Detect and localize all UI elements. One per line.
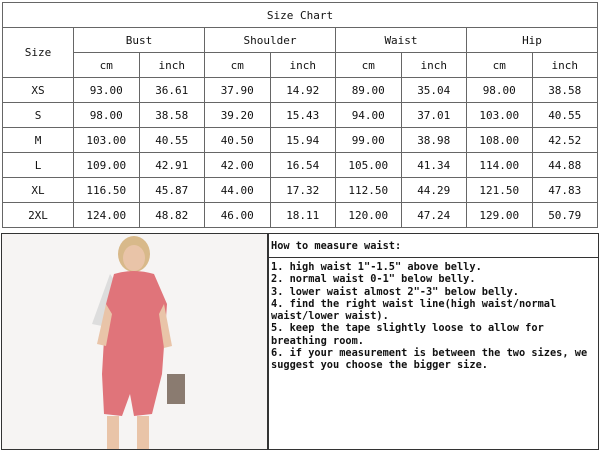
- value-cell: 129.00: [466, 202, 533, 228]
- table-row: 2XL 124.00 48.82 46.00 18.11 120.00 47.24 129.0…: [2, 202, 598, 228]
- value-cell: 98.00: [73, 102, 140, 128]
- measure-step: 6. if your measurement is between the tw…: [271, 347, 588, 372]
- measure-step: 3. lower waist almost 2"-3" below belly.: [271, 285, 519, 298]
- value-cell: 40.50: [204, 127, 271, 153]
- value-cell: 18.11: [269, 202, 336, 228]
- value-cell: 44.29: [400, 177, 467, 203]
- value-cell: 15.94: [269, 127, 336, 153]
- value-cell: 99.00: [335, 127, 402, 153]
- value-cell: 116.50: [73, 177, 140, 203]
- size-cell: XS: [2, 77, 74, 103]
- value-cell: 44.88: [531, 152, 598, 178]
- model-photo: [1, 233, 268, 450]
- value-cell: 42.91: [138, 152, 205, 178]
- value-cell: 37.90: [204, 77, 271, 103]
- unit-header: cm: [335, 52, 402, 78]
- value-cell: 120.00: [335, 202, 402, 228]
- unit-header: inch: [269, 52, 336, 78]
- measure-step: 1. high waist 1"-1.5" above belly.: [271, 261, 482, 273]
- size-cell: XL: [2, 177, 74, 203]
- value-cell: 114.00: [466, 152, 533, 178]
- value-cell: 50.79: [531, 202, 598, 228]
- value-cell: 93.00: [73, 77, 140, 103]
- measure-step: 2. normal waist 0-1" below belly.: [271, 273, 476, 286]
- unit-header: cm: [466, 52, 533, 78]
- value-cell: 47.24: [400, 202, 467, 228]
- value-cell: 40.55: [138, 127, 205, 153]
- value-cell: 105.00: [335, 152, 402, 178]
- value-cell: 42.00: [204, 152, 271, 178]
- measure-step: 5. keep the tape slightly loose to allow…: [271, 322, 544, 347]
- value-cell: 35.04: [400, 77, 467, 103]
- value-cell: 121.50: [466, 177, 533, 203]
- value-cell: 17.32: [269, 177, 336, 203]
- table-row: XS 93.00 36.61 37.90 14.92 89.00 35.04 98.00 38.…: [2, 77, 598, 103]
- value-cell: 38.58: [138, 102, 205, 128]
- value-cell: 46.00: [204, 202, 271, 228]
- value-cell: 103.00: [73, 127, 140, 153]
- size-cell: 2XL: [2, 202, 74, 228]
- header-waist: Waist: [335, 27, 467, 53]
- measure-step: 4. find the right waist line(high waist/…: [271, 297, 557, 323]
- size-cell: S: [2, 102, 74, 128]
- unit-header: cm: [73, 52, 140, 78]
- value-cell: 124.00: [73, 202, 140, 228]
- table-row: L 109.00 42.91 42.00 16.54 105.00 41.34 114.00 4…: [2, 152, 598, 178]
- value-cell: 40.55: [531, 102, 598, 128]
- header-hip: Hip: [466, 27, 598, 53]
- value-cell: 36.61: [138, 77, 205, 103]
- value-cell: 112.50: [335, 177, 402, 203]
- value-cell: 44.00: [204, 177, 271, 203]
- size-cell: M: [2, 127, 74, 153]
- table-row: S 98.00 38.58 39.20 15.43 94.00 37.01 103.00 40.…: [2, 102, 598, 128]
- value-cell: 103.00: [466, 102, 533, 128]
- unit-header: inch: [138, 52, 205, 78]
- unit-header: inch: [400, 52, 467, 78]
- unit-header: inch: [531, 52, 598, 78]
- table-row: XL 116.50 45.87 44.00 17.32 112.50 44.29 121.50…: [2, 177, 598, 203]
- header-bust: Bust: [73, 27, 205, 53]
- value-cell: 38.98: [400, 127, 467, 153]
- value-cell: 47.83: [531, 177, 598, 203]
- value-cell: 37.01: [400, 102, 467, 128]
- measure-title: How to measure waist:: [269, 234, 598, 258]
- value-cell: 94.00: [335, 102, 402, 128]
- value-cell: 14.92: [269, 77, 336, 103]
- measure-instructions: How to measure waist: 1. high waist 1"-1…: [268, 233, 599, 450]
- value-cell: 39.20: [204, 102, 271, 128]
- value-cell: 42.52: [531, 127, 598, 153]
- value-cell: 38.58: [531, 77, 598, 103]
- value-cell: 109.00: [73, 152, 140, 178]
- size-chart-table: Size Chart Size Bust Shoulder Waist Hip cm in…: [2, 2, 598, 228]
- chart-title: Size Chart: [2, 2, 598, 28]
- size-cell: L: [2, 152, 74, 178]
- value-cell: 16.54: [269, 152, 336, 178]
- value-cell: 98.00: [466, 77, 533, 103]
- value-cell: 48.82: [138, 202, 205, 228]
- header-shoulder: Shoulder: [204, 27, 336, 53]
- value-cell: 45.87: [138, 177, 205, 203]
- value-cell: 41.34: [400, 152, 467, 178]
- table-row: M 103.00 40.55 40.50 15.94 99.00 38.98 108.00 42…: [2, 127, 598, 153]
- unit-header: cm: [204, 52, 271, 78]
- value-cell: 89.00: [335, 77, 402, 103]
- size-header: Size: [2, 27, 74, 78]
- value-cell: 15.43: [269, 102, 336, 128]
- value-cell: 108.00: [466, 127, 533, 153]
